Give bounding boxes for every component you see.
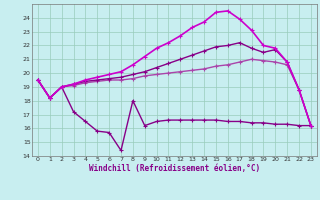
X-axis label: Windchill (Refroidissement éolien,°C): Windchill (Refroidissement éolien,°C) — [89, 164, 260, 173]
